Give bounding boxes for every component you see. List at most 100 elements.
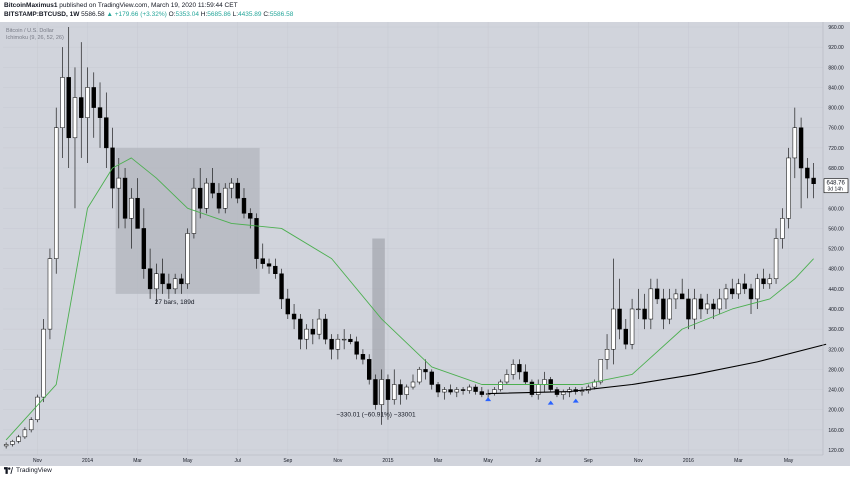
- candle-body-up: [705, 303, 710, 310]
- legend-series-name[interactable]: Bitcoin / U.S. Dollar: [6, 28, 54, 34]
- candle: [410, 374, 416, 390]
- candle-body-down: [210, 182, 215, 194]
- candle: [711, 298, 716, 320]
- y-tick-label: 600.00: [828, 206, 844, 212]
- candle: [329, 334, 334, 360]
- candle: [54, 107, 59, 274]
- candle: [116, 157, 121, 229]
- candle: [730, 278, 735, 299]
- chart-header: BitcoinMaximus1 published on TradingView…: [0, 0, 850, 22]
- candle: [35, 394, 40, 423]
- author-name[interactable]: BitcoinMaximus1: [4, 2, 58, 9]
- candle-body-down: [730, 288, 735, 295]
- candle-body-down: [310, 328, 316, 335]
- candle: [341, 329, 347, 350]
- candle-body-down: [698, 298, 704, 310]
- candle-body-up: [116, 177, 121, 189]
- candle: [141, 208, 147, 279]
- candle: [22, 427, 28, 439]
- x-tick-label: Mar: [734, 458, 743, 464]
- symbol-info: BITSTAMP:BTCUSD, 1W 5586.58 ▲ +179.66 (+…: [4, 11, 293, 18]
- candle-body-up: [47, 258, 53, 330]
- candle: [310, 319, 316, 345]
- candle-body-up: [442, 389, 447, 393]
- candle: [10, 439, 15, 447]
- candle-body-down: [654, 288, 660, 300]
- candle: [392, 369, 397, 405]
- y-tick-label: 920.00: [828, 45, 844, 51]
- candle: [16, 434, 21, 444]
- candle-body-down: [398, 384, 403, 395]
- candle-body-up: [667, 298, 672, 320]
- candle: [266, 258, 272, 274]
- candle-body-up: [335, 338, 341, 350]
- y-tick-label: 520.00: [828, 247, 844, 253]
- candle: [179, 273, 184, 294]
- candle: [273, 258, 278, 279]
- candle: [79, 42, 84, 158]
- candle-body-down: [529, 381, 535, 395]
- candle: [479, 387, 485, 398]
- candle: [748, 283, 754, 315]
- candle-body-up: [129, 197, 134, 219]
- candle: [97, 82, 103, 148]
- price-axis[interactable]: 120.00 160.00 200.00 240.00 280.00 320.00 360.…: [828, 25, 844, 454]
- candle-body-up: [510, 364, 516, 375]
- candle-body-down: [160, 273, 165, 285]
- candle: [366, 354, 372, 385]
- candle: [448, 384, 453, 395]
- candle: [348, 334, 353, 345]
- candle: [166, 273, 172, 299]
- publication-info: BitcoinMaximus1 published on TradingView…: [4, 2, 238, 9]
- candle: [229, 178, 234, 199]
- candle-body-up: [54, 127, 59, 259]
- y-tick-label: 280.00: [828, 367, 844, 373]
- time-axis[interactable]: Nov 2014 Mar May Jul Sep Nov 2015 Mar May Jul Sep No…: [33, 458, 794, 464]
- candle: [373, 374, 378, 410]
- y-tick-label: 200.00: [828, 408, 844, 414]
- candle-body-down: [623, 328, 629, 345]
- x-tick-label: Sep: [584, 458, 593, 464]
- arrow-up-icon[interactable]: [485, 397, 492, 402]
- candle: [291, 303, 297, 330]
- candle-body-down: [266, 263, 272, 267]
- candle-body-up: [72, 97, 78, 139]
- high-label: H:: [200, 11, 208, 18]
- candle: [617, 278, 622, 340]
- y-tick-label: 320.00: [828, 347, 844, 353]
- candle-body-up: [504, 374, 510, 383]
- arrow-up-icon[interactable]: [572, 398, 579, 403]
- candle-body-up: [41, 328, 46, 398]
- candle: [523, 364, 528, 385]
- candle-body-down: [448, 389, 453, 393]
- candle-body-up: [467, 386, 472, 391]
- x-tick-label: Nov: [634, 458, 643, 464]
- candle-body-down: [661, 298, 666, 320]
- candle: [435, 381, 441, 398]
- symbol-name[interactable]: BITSTAMP:BTCUSD, 1W: [4, 11, 80, 18]
- price-chart[interactable]: 27 bars, 189d −330.01 (−60.91%) −33001 B…: [0, 22, 850, 466]
- candle: [3, 442, 9, 449]
- candle: [767, 273, 772, 289]
- candle: [91, 72, 96, 138]
- candle: [773, 228, 779, 284]
- candle: [417, 366, 422, 385]
- candle: [279, 268, 284, 309]
- candle: [473, 384, 478, 395]
- candle: [223, 183, 228, 214]
- candle-body-down: [141, 228, 147, 269]
- price-range-box[interactable]: [372, 238, 385, 405]
- close-label: C:: [263, 11, 270, 18]
- candle-body-down: [385, 379, 391, 400]
- candle: [85, 67, 90, 163]
- candle-body-up: [454, 389, 460, 393]
- tradingview-logo[interactable]: TradingView: [4, 467, 52, 474]
- y-tick-label: 360.00: [828, 327, 844, 333]
- chart-area[interactable]: 27 bars, 189d −330.01 (−60.91%) −33001 B…: [0, 22, 850, 466]
- legend-ichimoku[interactable]: Ichimoku (9, 26, 52, 26): [6, 35, 64, 41]
- published-text: published on TradingView.com, March 19, …: [59, 2, 238, 9]
- candle-body-down: [291, 313, 297, 320]
- candle: [780, 208, 785, 249]
- arrow-up-icon[interactable]: [547, 400, 554, 405]
- candle-body-up: [154, 273, 159, 290]
